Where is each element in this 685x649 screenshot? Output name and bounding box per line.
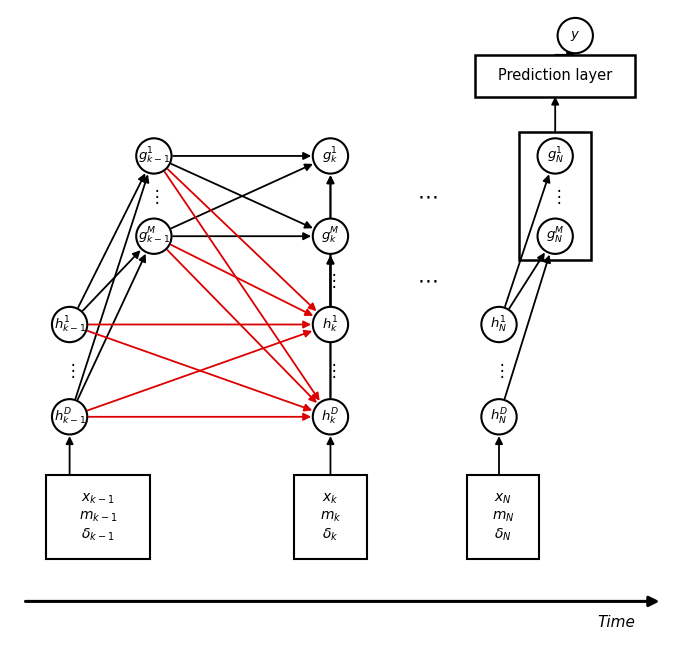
FancyBboxPatch shape <box>45 475 150 559</box>
Circle shape <box>313 399 348 434</box>
Text: $h_k^D$: $h_k^D$ <box>321 407 340 427</box>
Text: $g_k^1$: $g_k^1$ <box>323 146 338 166</box>
Circle shape <box>538 219 573 254</box>
Text: $h_N^D$: $h_N^D$ <box>490 407 508 427</box>
Text: $\delta_N$: $\delta_N$ <box>495 527 512 543</box>
Circle shape <box>313 219 348 254</box>
Circle shape <box>136 138 171 174</box>
Circle shape <box>538 138 573 174</box>
Text: $x_N$: $x_N$ <box>494 492 512 506</box>
Text: $\vdots$: $\vdots$ <box>493 361 505 380</box>
Text: $\vdots$: $\vdots$ <box>549 186 561 206</box>
Circle shape <box>558 18 593 53</box>
Text: $h_{k-1}^1$: $h_{k-1}^1$ <box>53 314 86 335</box>
Circle shape <box>136 219 171 254</box>
Text: $\cdots$: $\cdots$ <box>416 271 437 290</box>
Circle shape <box>52 307 87 342</box>
Circle shape <box>482 307 516 342</box>
Text: $x_k$: $x_k$ <box>322 492 338 506</box>
Text: $x_{k-1}$: $x_{k-1}$ <box>81 492 114 506</box>
FancyBboxPatch shape <box>295 475 366 559</box>
Text: $\delta_{k-1}$: $\delta_{k-1}$ <box>81 527 114 543</box>
Text: $m_k$: $m_k$ <box>320 510 341 524</box>
Text: $h_{k-1}^D$: $h_{k-1}^D$ <box>53 407 86 427</box>
FancyBboxPatch shape <box>519 132 591 260</box>
Text: $m_N$: $m_N$ <box>492 510 514 524</box>
FancyBboxPatch shape <box>467 475 539 559</box>
Text: $g_k^M$: $g_k^M$ <box>321 226 340 247</box>
Text: $\vdots$: $\vdots$ <box>149 186 160 206</box>
Text: $g_N^1$: $g_N^1$ <box>547 146 564 166</box>
Text: Prediction layer: Prediction layer <box>498 68 612 83</box>
Circle shape <box>482 399 516 434</box>
Text: $\vdots$: $\vdots$ <box>325 361 336 380</box>
Text: $g_{k-1}^M$: $g_{k-1}^M$ <box>138 226 170 247</box>
Text: $h_N^1$: $h_N^1$ <box>490 315 508 334</box>
Text: $g_N^M$: $g_N^M$ <box>546 226 564 246</box>
FancyBboxPatch shape <box>475 55 636 97</box>
Text: $\delta_k$: $\delta_k$ <box>322 527 338 543</box>
Text: Time: Time <box>597 615 636 630</box>
Text: $g_{k-1}^1$: $g_{k-1}^1$ <box>138 146 170 166</box>
Text: $m_{k-1}$: $m_{k-1}$ <box>79 510 117 524</box>
Text: $\vdots$: $\vdots$ <box>64 361 75 380</box>
Circle shape <box>313 307 348 342</box>
Circle shape <box>52 399 87 434</box>
Text: $y$: $y$ <box>570 29 580 43</box>
Circle shape <box>313 138 348 174</box>
Text: $\vdots$: $\vdots$ <box>325 271 336 290</box>
Text: $h_k^1$: $h_k^1$ <box>322 314 338 335</box>
Text: $\cdots$: $\cdots$ <box>416 186 437 206</box>
